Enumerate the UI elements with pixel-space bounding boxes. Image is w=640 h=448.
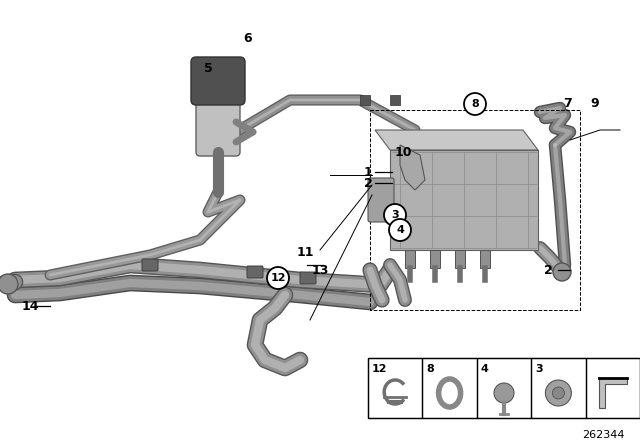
- Circle shape: [384, 204, 406, 226]
- Circle shape: [552, 387, 564, 399]
- FancyBboxPatch shape: [191, 57, 245, 105]
- FancyBboxPatch shape: [300, 272, 316, 284]
- Bar: [368, 358, 640, 418]
- Circle shape: [0, 274, 18, 294]
- Bar: [480, 250, 490, 268]
- Text: 9: 9: [591, 96, 599, 109]
- FancyBboxPatch shape: [247, 266, 263, 278]
- Circle shape: [464, 93, 486, 115]
- Text: 7: 7: [564, 96, 572, 109]
- Bar: [430, 250, 440, 268]
- FancyBboxPatch shape: [368, 178, 394, 222]
- Text: 8: 8: [471, 99, 479, 109]
- Bar: [422, 358, 477, 418]
- Bar: [368, 358, 422, 418]
- Text: 10: 10: [394, 146, 412, 159]
- Circle shape: [494, 383, 514, 403]
- Text: 12: 12: [372, 364, 387, 374]
- Bar: [586, 358, 640, 418]
- Bar: [455, 250, 465, 268]
- Text: 2: 2: [364, 177, 372, 190]
- Text: 13: 13: [311, 263, 329, 276]
- Text: 2: 2: [543, 263, 552, 276]
- Bar: [360, 95, 370, 105]
- Bar: [405, 250, 415, 268]
- Text: 11: 11: [296, 246, 314, 258]
- Bar: [370, 110, 580, 310]
- Bar: [390, 95, 400, 105]
- Text: 14: 14: [21, 300, 39, 313]
- Text: 4: 4: [396, 225, 404, 235]
- Text: 1: 1: [364, 165, 372, 178]
- Polygon shape: [400, 145, 425, 190]
- Text: 3: 3: [391, 210, 399, 220]
- Bar: [477, 358, 531, 418]
- Text: 5: 5: [204, 61, 212, 74]
- Text: 262344: 262344: [582, 430, 625, 440]
- Bar: [531, 358, 586, 418]
- Circle shape: [545, 380, 572, 406]
- Text: 4: 4: [481, 364, 489, 374]
- Text: 6: 6: [244, 31, 252, 44]
- FancyBboxPatch shape: [196, 93, 240, 156]
- Polygon shape: [390, 150, 538, 250]
- Circle shape: [267, 267, 289, 289]
- Polygon shape: [599, 378, 627, 408]
- Circle shape: [389, 219, 411, 241]
- FancyBboxPatch shape: [142, 259, 158, 271]
- Text: 12: 12: [270, 273, 285, 283]
- Polygon shape: [375, 130, 538, 150]
- Text: 8: 8: [426, 364, 434, 374]
- Circle shape: [553, 263, 571, 281]
- Text: 3: 3: [535, 364, 543, 374]
